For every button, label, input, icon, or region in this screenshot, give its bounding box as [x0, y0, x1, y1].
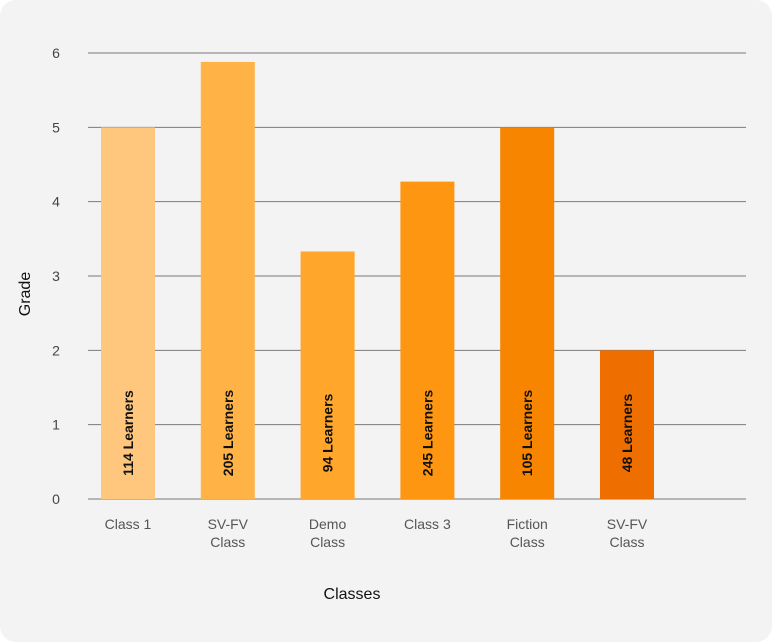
y-tick-label: 6 — [52, 45, 60, 61]
x-tick-label: Class — [609, 534, 644, 550]
y-tick-labels: 0 1 2 3 4 5 6 — [52, 45, 60, 507]
bar-data-label: 245 Learners — [419, 390, 435, 477]
bar-data-label: 48 Learners — [619, 393, 635, 472]
bar — [400, 181, 455, 499]
y-tick-label: 1 — [52, 417, 60, 433]
bar-labels: 114 Learners 205 Learners 94 Learners 245 L… — [120, 390, 635, 477]
y-tick-label: 2 — [52, 342, 60, 358]
y-axis-title: Grade — [17, 272, 34, 317]
bar — [200, 61, 255, 500]
bar — [500, 127, 555, 499]
x-axis-title: Classes — [324, 586, 381, 603]
x-tick-label: Class — [210, 534, 245, 550]
bar-data-label: 105 Learners — [519, 390, 535, 477]
bar-data-label: 205 Learners — [220, 390, 236, 477]
bar-data-label: 114 Learners — [120, 390, 136, 476]
x-tick-label: Class — [510, 534, 545, 550]
y-tick-label: 3 — [52, 268, 60, 284]
bars — [101, 61, 654, 500]
x-tick-label: Class 3 — [404, 516, 451, 532]
bar — [600, 350, 654, 499]
bar — [101, 127, 155, 499]
x-tick-label: SV-FV — [208, 516, 249, 532]
x-tick-label: Class 1 — [105, 516, 152, 532]
x-tick-label: Demo — [309, 516, 347, 532]
bar — [300, 251, 355, 499]
x-tick-label: Class — [310, 534, 345, 550]
x-tick-label: Fiction — [507, 516, 548, 532]
y-tick-label: 4 — [52, 194, 60, 210]
y-tick-label: 5 — [52, 119, 60, 135]
x-category-labels: Class 1 SV-FV Class Demo Class Class 3 Fiction… — [105, 516, 648, 550]
bar-data-label: 94 Learners — [320, 393, 336, 472]
x-tick-label: SV-FV — [607, 516, 648, 532]
y-tick-label: 0 — [52, 491, 60, 507]
